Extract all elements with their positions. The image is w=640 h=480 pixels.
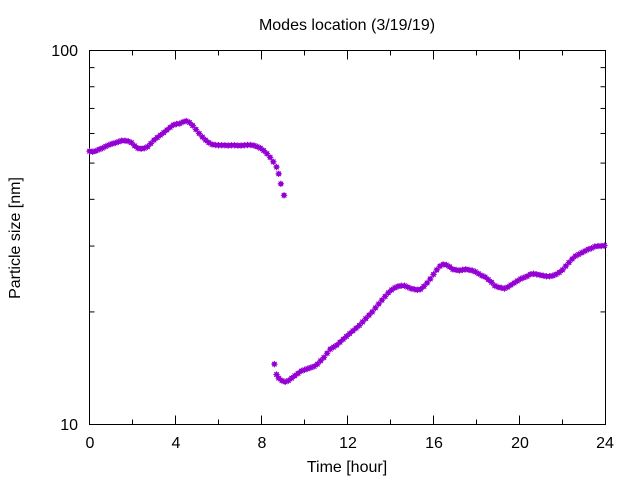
data-point <box>275 170 282 178</box>
data-point <box>273 163 280 171</box>
data-point <box>359 318 366 326</box>
axis-ticks <box>89 50 606 425</box>
chart-title: Modes location (3/19/19) <box>259 17 435 34</box>
data-point <box>320 354 328 361</box>
data-point <box>271 360 278 368</box>
x-tick-label: 16 <box>425 435 443 452</box>
data-point <box>166 124 174 131</box>
y-tick-label: 100 <box>51 43 78 60</box>
data-point <box>266 154 274 161</box>
data-point <box>280 192 288 199</box>
x-tick-label: 20 <box>511 435 529 452</box>
data-point <box>189 122 196 129</box>
data-point <box>430 271 437 278</box>
data-point <box>514 277 521 285</box>
y-axis-label: Particle size [nm] <box>7 177 24 299</box>
data-point <box>381 293 389 300</box>
data-point <box>375 300 382 308</box>
data-point <box>427 275 434 283</box>
x-tick-label: 0 <box>86 435 95 452</box>
data-point <box>423 279 431 287</box>
data-point <box>192 126 200 133</box>
data-points <box>86 117 608 386</box>
x-tick-label: 4 <box>172 435 181 452</box>
data-point <box>277 180 285 188</box>
x-tick-label: 8 <box>258 435 267 452</box>
x-tick-label: 12 <box>339 435 357 452</box>
x-tick-label: 24 <box>596 435 614 452</box>
x-axis-label: Time [hour] <box>307 459 387 476</box>
data-point <box>378 296 386 304</box>
plot-frame <box>89 50 606 425</box>
data-point <box>369 308 376 316</box>
data-point <box>270 158 277 165</box>
data-point <box>323 350 331 357</box>
data-point <box>601 242 608 249</box>
y-tick-label: 10 <box>60 417 78 434</box>
